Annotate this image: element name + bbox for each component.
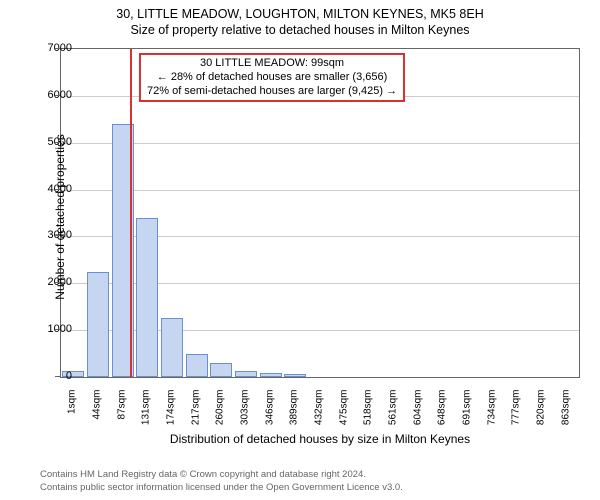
y-tick-mark <box>55 142 60 143</box>
y-axis-label: Number of detached properties <box>53 97 67 337</box>
y-tick-label: 2000 <box>32 276 72 288</box>
chart-container: 30, LITTLE MEADOW, LOUGHTON, MILTON KEYN… <box>0 0 600 500</box>
bar <box>210 363 232 377</box>
y-tick-label: 1000 <box>32 323 72 335</box>
gridline <box>61 190 579 191</box>
footer: Contains HM Land Registry data © Crown c… <box>40 469 590 494</box>
x-tick-label: 87sqm <box>116 390 127 440</box>
x-tick-label: 174sqm <box>166 390 177 440</box>
y-tick-mark <box>55 95 60 96</box>
x-tick-label: 518sqm <box>363 390 374 440</box>
bar <box>186 354 208 377</box>
bar <box>260 373 282 377</box>
plot-region: 30 LITTLE MEADOW: 99sqm← 28% of detached… <box>60 48 580 378</box>
y-tick-mark <box>55 48 60 49</box>
y-tick-label: 4000 <box>32 183 72 195</box>
annotation-line: 30 LITTLE MEADOW: 99sqm <box>147 57 397 71</box>
footer-line-2: Contains public sector information licen… <box>40 482 590 494</box>
reference-line <box>130 49 132 377</box>
y-tick-mark <box>55 376 60 377</box>
x-tick-label: 691sqm <box>462 390 473 440</box>
page-subtitle: Size of property relative to detached ho… <box>0 22 600 38</box>
y-tick-label: 0 <box>32 370 72 382</box>
x-tick-label: 777sqm <box>511 390 522 440</box>
x-tick-label: 389sqm <box>289 390 300 440</box>
chart-area: 30 LITTLE MEADOW: 99sqm← 28% of detached… <box>60 48 580 378</box>
x-tick-label: 863sqm <box>560 390 571 440</box>
x-tick-label: 1sqm <box>67 390 78 440</box>
y-tick-mark <box>55 329 60 330</box>
footer-line-1: Contains HM Land Registry data © Crown c… <box>40 469 590 481</box>
bar <box>161 318 183 377</box>
x-tick-label: 44sqm <box>92 390 103 440</box>
x-tick-label: 217sqm <box>190 390 201 440</box>
x-tick-label: 260sqm <box>215 390 226 440</box>
bar <box>235 371 257 377</box>
x-tick-label: 303sqm <box>240 390 251 440</box>
bar <box>284 374 306 377</box>
x-tick-label: 734sqm <box>486 390 497 440</box>
page-title: 30, LITTLE MEADOW, LOUGHTON, MILTON KEYN… <box>0 0 600 22</box>
x-tick-label: 648sqm <box>437 390 448 440</box>
x-tick-label: 346sqm <box>264 390 275 440</box>
y-tick-mark <box>55 282 60 283</box>
x-tick-label: 475sqm <box>338 390 349 440</box>
y-tick-label: 5000 <box>32 136 72 148</box>
y-tick-mark <box>55 235 60 236</box>
x-tick-label: 820sqm <box>536 390 547 440</box>
x-tick-label: 432sqm <box>314 390 325 440</box>
annotation-line: 72% of semi-detached houses are larger (… <box>147 85 397 99</box>
bar <box>136 218 158 377</box>
x-tick-label: 131sqm <box>141 390 152 440</box>
annotation-line: ← 28% of detached houses are smaller (3,… <box>147 71 397 85</box>
gridline <box>61 143 579 144</box>
y-tick-mark <box>55 189 60 190</box>
x-tick-label: 561sqm <box>388 390 399 440</box>
y-tick-label: 3000 <box>32 229 72 241</box>
bar <box>87 272 109 377</box>
y-tick-label: 7000 <box>32 42 72 54</box>
y-tick-label: 6000 <box>32 89 72 101</box>
annotation-box: 30 LITTLE MEADOW: 99sqm← 28% of detached… <box>139 53 405 102</box>
x-tick-label: 604sqm <box>412 390 423 440</box>
